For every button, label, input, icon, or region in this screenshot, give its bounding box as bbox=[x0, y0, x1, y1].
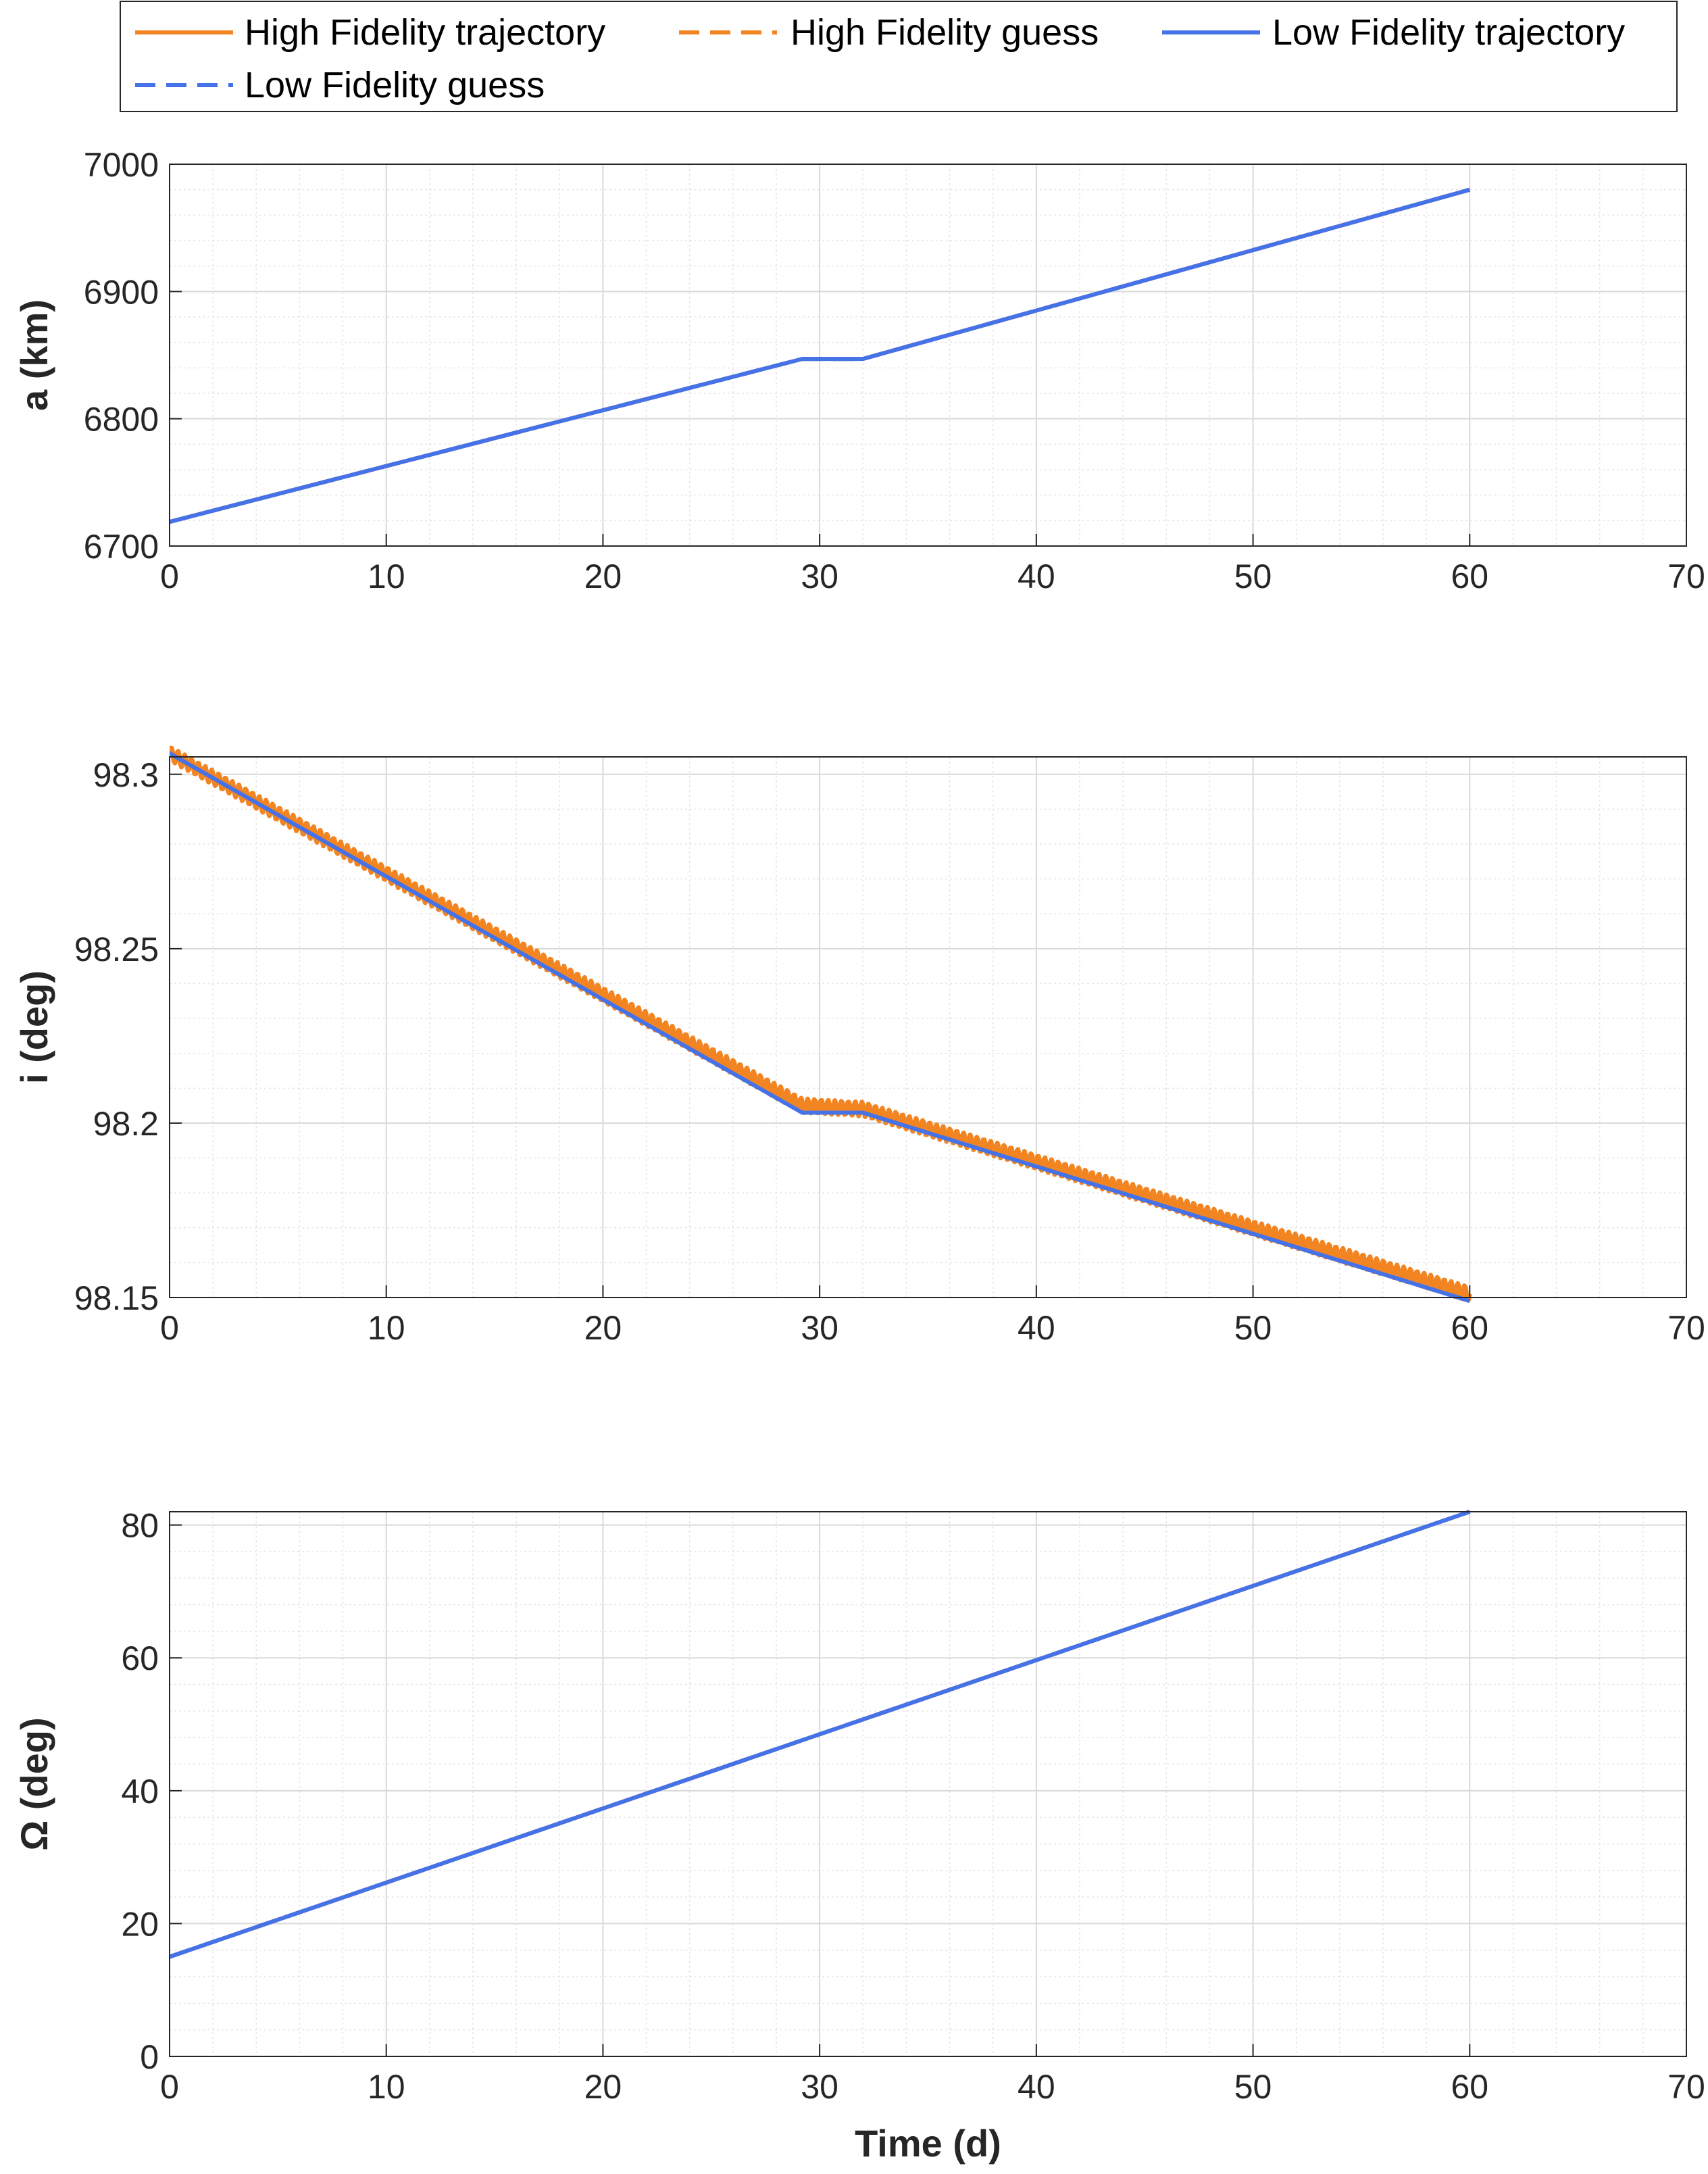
subplot-semi-major-axis: 0 10 20 30 40 50 60 70 6700 6800 6900 7000 a (km) bbox=[13, 146, 1705, 595]
y-axis-label: a (km) bbox=[13, 299, 55, 411]
y-tick-label: 6900 bbox=[84, 273, 159, 311]
y-tick-label: 60 bbox=[121, 1639, 159, 1677]
plot-area bbox=[170, 757, 1686, 1298]
x-tick-label: 60 bbox=[1451, 558, 1488, 595]
legend: High Fidelity trajectory High Fidelity g… bbox=[120, 1, 1678, 112]
x-tick-label: 60 bbox=[1451, 1309, 1488, 1347]
x-tick-label: 40 bbox=[1018, 1309, 1055, 1347]
y-axis-label: Ω (deg) bbox=[13, 1717, 55, 1850]
y-tick-label: 98.15 bbox=[74, 1279, 159, 1317]
tick-labels: 0 10 20 30 40 50 60 70 6700 6800 6900 7000 bbox=[84, 146, 1705, 595]
y-tick-label: 40 bbox=[121, 1773, 159, 1810]
series-group bbox=[170, 1510, 1471, 1959]
series-high-fidelity-trajectory bbox=[170, 745, 1472, 1302]
x-tick-label: 10 bbox=[368, 2068, 405, 2106]
series-low-fidelity-guess bbox=[170, 1510, 1471, 1959]
tick-labels: 0 10 20 30 40 50 60 70 0 20 40 60 80 bbox=[121, 1507, 1705, 2106]
legend-entry-high-fidelity-guess: High Fidelity guess bbox=[679, 12, 1099, 53]
y-tick-label: 6700 bbox=[84, 528, 159, 566]
y-tick-label: 20 bbox=[121, 1905, 159, 1943]
series-low-fidelity-guess bbox=[170, 751, 1471, 1304]
x-tick-label: 50 bbox=[1234, 2068, 1272, 2106]
plot-area bbox=[170, 164, 1686, 546]
x-tick-label: 50 bbox=[1234, 1309, 1272, 1347]
y-tick-label: 7000 bbox=[84, 146, 159, 184]
legend-label-low-fidelity-guess: Low Fidelity guess bbox=[245, 65, 545, 105]
tick-labels: 0 10 20 30 40 50 60 70 98.15 98.2 98.25 98.3 bbox=[74, 756, 1705, 1347]
legend-label-high-fidelity-trajectory: High Fidelity trajectory bbox=[245, 12, 605, 53]
x-tick-label: 70 bbox=[1667, 2068, 1705, 2106]
subplot-inclination: 0 10 20 30 40 50 60 70 98.15 98.2 98.25 98.3 i (deg) bbox=[13, 745, 1705, 1347]
x-tick-label: 20 bbox=[584, 1309, 622, 1347]
y-tick-label: 98.2 bbox=[93, 1105, 159, 1143]
legend-entry-high-fidelity-trajectory: High Fidelity trajectory bbox=[135, 12, 605, 53]
x-tick-label: 10 bbox=[368, 1309, 405, 1347]
series-low-fidelity-guess bbox=[170, 187, 1471, 524]
x-tick-label: 40 bbox=[1018, 558, 1055, 595]
x-tick-label: 20 bbox=[584, 2068, 622, 2106]
y-axis-label: i (deg) bbox=[13, 970, 55, 1084]
axes-box bbox=[169, 756, 1687, 1298]
x-tick-label: 0 bbox=[160, 2068, 179, 2106]
x-tick-label: 50 bbox=[1234, 558, 1272, 595]
x-tick-label: 70 bbox=[1667, 1309, 1705, 1347]
legend-entry-low-fidelity-guess: Low Fidelity guess bbox=[135, 65, 545, 105]
y-tick-label: 98.25 bbox=[74, 931, 159, 968]
x-tick-label: 0 bbox=[160, 558, 179, 595]
x-tick-label: 30 bbox=[801, 558, 838, 595]
x-tick-label: 70 bbox=[1667, 558, 1705, 595]
x-tick-label: 60 bbox=[1451, 2068, 1488, 2106]
x-tick-label: 10 bbox=[368, 558, 405, 595]
x-tick-label: 30 bbox=[801, 1309, 838, 1347]
series-group bbox=[170, 745, 1472, 1304]
y-tick-label: 6800 bbox=[84, 401, 159, 439]
legend-entry-low-fidelity-trajectory: Low Fidelity trajectory bbox=[1162, 12, 1625, 53]
legend-box bbox=[120, 1, 1678, 112]
x-tick-label: 0 bbox=[160, 1309, 179, 1347]
subplot-raan: 0 10 20 30 40 50 60 70 0 20 40 60 80 Ω (deg) Time (d) bbox=[13, 1507, 1705, 2165]
legend-label-low-fidelity-trajectory: Low Fidelity trajectory bbox=[1272, 12, 1625, 53]
x-axis-label: Time (d) bbox=[855, 2122, 1001, 2165]
y-tick-label: 98.3 bbox=[93, 756, 159, 794]
x-tick-label: 20 bbox=[584, 558, 622, 595]
x-tick-label: 30 bbox=[801, 2068, 838, 2106]
legend-label-high-fidelity-guess: High Fidelity guess bbox=[790, 12, 1099, 53]
axes-box bbox=[169, 164, 1687, 547]
axes-box bbox=[169, 1511, 1687, 2057]
x-tick-label: 40 bbox=[1018, 2068, 1055, 2106]
plot-area bbox=[170, 1512, 1686, 2056]
series-group bbox=[170, 187, 1471, 524]
minor-grid bbox=[169, 1512, 1687, 2057]
y-tick-label: 80 bbox=[121, 1507, 159, 1545]
y-tick-label: 0 bbox=[140, 2038, 159, 2076]
